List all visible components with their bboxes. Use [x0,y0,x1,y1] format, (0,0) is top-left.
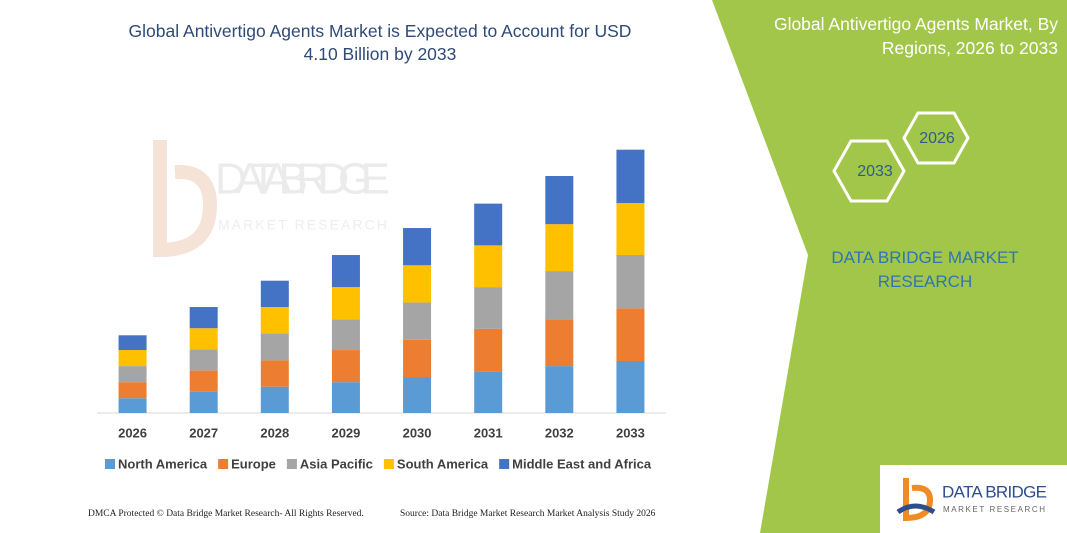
x-tick-label: 2028 [260,425,289,440]
hexagon [902,111,970,165]
x-tick-label: 2033 [616,425,645,440]
bar-segment [260,280,289,308]
hexagon [832,139,906,203]
legend-label: Asia Pacific [300,456,373,471]
logo-text: MARKET RESEARCH [943,505,1047,514]
bar-segment [260,386,289,413]
hexagon-label: 2026 [919,130,955,147]
x-tick-label: 2030 [403,425,432,440]
logo-bg [880,465,1067,533]
bar-segment [189,391,218,413]
logo-text: DATA BRIDGE [942,482,1047,501]
legend-label: Europe [231,456,276,471]
bar-segment [331,382,360,413]
bar-segment [260,333,289,361]
bar-segment [616,202,645,256]
x-tick-label: 2029 [331,425,360,440]
bar-segment [403,377,432,413]
legend-swatch [499,459,510,469]
panel-title: Global Antivertigo Agents Market, By Reg… [773,14,1058,58]
hexagon-label: 2033 [857,163,893,180]
bar-segment [331,287,360,320]
x-tick-label: 2027 [189,425,218,440]
watermark-text: DATA BRIDGE [215,155,390,204]
bar-segment [616,308,645,361]
bar-segment [545,271,574,320]
bar-segment [118,350,147,367]
bar-segment [403,228,432,266]
bar-segment [118,366,147,383]
legend-label: North America [118,456,208,471]
bar-segment [403,339,432,378]
bar-segment [474,328,503,372]
bar-segment [616,360,645,413]
x-tick-label: 2032 [545,425,574,440]
bar-segment [474,371,503,413]
watermark-icon [153,140,218,258]
bar-segment [260,307,289,334]
bar-segment [474,287,503,329]
legend-label: South America [397,456,489,471]
bar-segment [260,360,289,387]
legend-swatch [286,459,297,469]
logo-icon [896,503,936,515]
bar-segment [545,366,574,413]
bar-segment [545,319,574,367]
bar-segment [403,265,432,303]
footer-text: DMCA Protected © Data Bridge Market Rese… [88,509,364,519]
bar-segment [189,370,218,392]
side-panel-bg [712,0,1067,533]
legend-swatch [105,459,115,469]
bar-segment [545,224,574,272]
legend-swatch [383,459,394,469]
bar-segment [189,328,218,350]
bar-segment [616,149,645,203]
bar-segment [118,398,147,413]
brand-text: DATA BRIDGE MARKET RESEARCH [831,248,1019,291]
chart-title: Global Antivertigo Agents Market is Expe… [128,21,632,64]
bar-segment [545,176,574,225]
bar-segment [118,335,147,351]
bar-segment [189,349,218,371]
legend-label: Middle East and Africa [512,456,652,471]
bar-segment [474,245,503,288]
bar-segment [331,350,360,383]
bar-segment [331,319,360,351]
legend-swatch [218,459,229,469]
watermark-text: MARKET RESEARCH [218,217,390,233]
bar-segment [189,307,218,329]
bar-segment [403,302,432,340]
footer-text: Source: Data Bridge Market Research Mark… [400,509,656,519]
x-tick-label: 2031 [474,425,503,440]
x-tick-label: 2026 [118,425,147,440]
bar-segment [118,382,147,399]
bar-segment [331,255,360,288]
bar-segment [474,203,503,246]
bar-segment [616,255,645,309]
logo-icon [903,478,934,522]
